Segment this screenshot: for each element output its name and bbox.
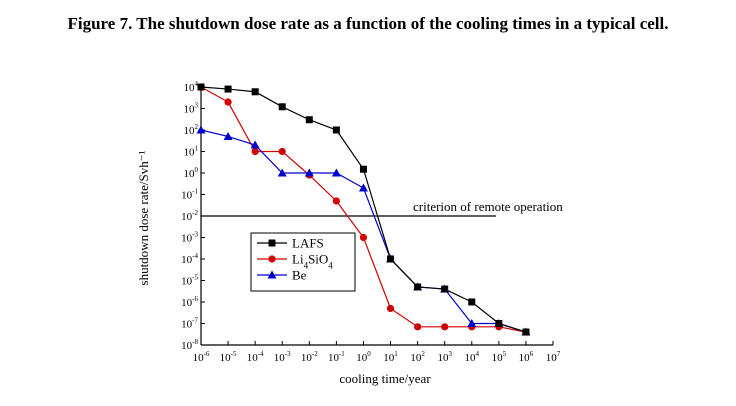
data-point-li4sio4: [332, 197, 340, 205]
y-axis-label: shutdown dose rate/Svh⁻¹: [136, 150, 151, 285]
y-tick-label: 10-8: [181, 338, 198, 352]
reference-line: criterion of remote operation: [201, 199, 563, 217]
data-point-li4sio4: [386, 304, 395, 313]
data-point-be: [331, 168, 341, 177]
x-axis-label: cooling time/year: [339, 371, 431, 386]
data-point-lafs: [359, 165, 367, 173]
data-point-be: [467, 319, 477, 327]
data-point-lafs: [522, 328, 530, 336]
data-point-li4sio4: [441, 323, 449, 331]
data-point-lafs: [332, 126, 340, 134]
legend-marker: [267, 270, 277, 279]
y-tick-label: 10-2: [181, 209, 198, 223]
data-point-lafs: [278, 103, 286, 111]
data-point-lafs: [495, 320, 503, 327]
y-tick-label: 10-4: [181, 252, 198, 266]
data-point-lafs: [414, 283, 422, 291]
y-tick-label: 10-7: [181, 317, 198, 331]
data-point-lafs: [224, 85, 232, 93]
data-series: [196, 83, 531, 336]
y-tick-label: 104: [184, 80, 199, 94]
figure-title: Figure 7. The shutdown dose rate as a fu…: [67, 14, 669, 33]
legend-label: Li4SiO4: [292, 252, 333, 271]
legend-label: LAFS: [292, 236, 324, 251]
series-be: [196, 125, 531, 336]
x-tick-label: 107: [546, 350, 561, 364]
x-tick-label: 10-1: [328, 350, 345, 364]
legend-marker: [268, 255, 276, 263]
x-tick-label: 10-2: [301, 350, 318, 364]
y-tick-label: 101: [184, 145, 199, 159]
data-point-lafs: [387, 255, 395, 263]
x-tick-label: 100: [356, 350, 371, 364]
data-point-lafs: [468, 298, 476, 306]
y-tick-label: 10-5: [181, 274, 198, 288]
x-tick-label: 103: [437, 350, 452, 364]
data-point-lafs: [197, 83, 205, 91]
data-point-be: [196, 125, 206, 134]
data-point-be: [250, 140, 260, 149]
x-tick-label: 10-6: [193, 350, 210, 364]
x-tick-label: 10-4: [247, 350, 264, 364]
x-tick-label: 102: [410, 350, 425, 364]
data-point-be: [304, 168, 314, 177]
data-point-li4sio4: [251, 147, 259, 156]
x-tick-label: 105: [492, 350, 507, 364]
data-point-li4sio4: [414, 323, 422, 331]
y-tick-label: 10-6: [181, 295, 198, 309]
data-point-lafs: [251, 88, 259, 96]
data-point-be: [223, 131, 233, 140]
legend-marker: [268, 239, 276, 247]
y-tick-label: 102: [184, 123, 199, 137]
data-point-lafs: [441, 285, 449, 293]
data-point-be: [358, 183, 368, 192]
legend-label: Be: [292, 268, 307, 283]
data-point-be: [277, 168, 287, 177]
data-point-li4sio4: [359, 233, 368, 242]
x-tick-label: 10-5: [220, 350, 237, 364]
data-point-lafs: [305, 116, 313, 124]
series-lafs: [197, 83, 530, 336]
y-tick-label: 103: [184, 102, 199, 116]
x-tick-label: 10-3: [274, 350, 291, 364]
y-tick-label: 10-3: [181, 231, 198, 245]
series-line-be: [200, 129, 527, 333]
x-tick-label: 106: [519, 350, 534, 364]
y-tick-label: 100: [184, 166, 199, 180]
criterion-label: criterion of remote operation: [413, 199, 563, 214]
x-ticks: 10-6 10-5 10-4 10-3 10-2 10-1 100 101 102 103 104 1…: [193, 341, 561, 364]
data-point-li4sio4: [278, 147, 286, 156]
y-ticks: 104 103 102 101 100 10-1 10-2 10-3 10-4 10-5 10-6 1…: [181, 80, 205, 352]
y-tick-label: 10-1: [181, 188, 198, 202]
x-tick-label: 101: [383, 350, 398, 364]
data-point-li4sio4: [224, 98, 232, 106]
x-tick-label: 104: [465, 350, 480, 364]
